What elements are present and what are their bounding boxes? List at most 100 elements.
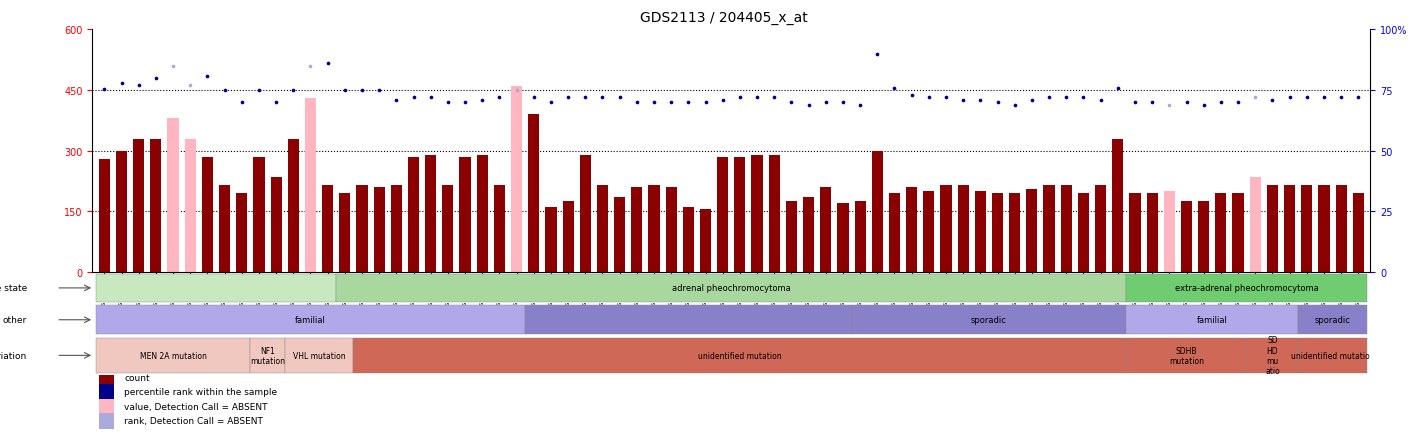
Bar xyxy=(356,186,368,273)
Bar xyxy=(288,139,298,273)
Bar xyxy=(974,192,985,273)
Bar xyxy=(1061,186,1072,273)
Bar xyxy=(95,338,250,373)
Bar xyxy=(525,306,852,334)
Point xyxy=(1244,95,1267,102)
Point xyxy=(1329,95,1352,102)
Point xyxy=(402,95,425,102)
Bar xyxy=(460,158,470,273)
Point xyxy=(797,102,819,109)
Bar xyxy=(511,87,523,273)
Point xyxy=(283,87,305,94)
Bar xyxy=(906,187,917,273)
Point xyxy=(230,99,253,106)
Point xyxy=(385,97,408,104)
Bar xyxy=(717,158,728,273)
Bar xyxy=(785,202,797,273)
Point xyxy=(162,63,185,70)
Text: percentile rank within the sample: percentile rank within the sample xyxy=(125,388,277,397)
Point xyxy=(111,80,133,87)
Bar xyxy=(1044,186,1055,273)
Point xyxy=(1261,97,1284,104)
Point xyxy=(968,97,991,104)
Point xyxy=(419,95,442,102)
Point xyxy=(334,87,356,94)
Point xyxy=(213,87,236,94)
Point xyxy=(643,99,666,106)
Point xyxy=(985,99,1008,106)
Bar xyxy=(1216,194,1227,273)
Point xyxy=(1176,99,1198,106)
Point xyxy=(1157,102,1180,109)
Point xyxy=(591,95,613,102)
Point xyxy=(1089,97,1112,104)
Bar xyxy=(1126,338,1247,373)
Bar xyxy=(528,115,540,273)
Text: extra-adrenal pheochromocytoma: extra-adrenal pheochromocytoma xyxy=(1174,284,1319,293)
Text: disease state: disease state xyxy=(0,284,27,293)
Bar xyxy=(116,151,126,273)
Point xyxy=(728,95,751,102)
Bar xyxy=(821,187,831,273)
Text: MEN 2A mutation: MEN 2A mutation xyxy=(139,351,206,360)
Bar xyxy=(494,186,506,273)
Point xyxy=(1140,99,1163,106)
Bar xyxy=(1146,194,1157,273)
Bar xyxy=(993,194,1003,273)
Bar xyxy=(872,151,883,273)
Point xyxy=(677,99,700,106)
Bar xyxy=(99,385,114,400)
Text: genotype/variation: genotype/variation xyxy=(0,351,27,360)
Point xyxy=(523,95,545,102)
Point xyxy=(179,82,202,89)
Bar xyxy=(99,399,114,414)
Bar xyxy=(940,186,951,273)
Bar xyxy=(1301,186,1312,273)
Point xyxy=(608,95,630,102)
Bar xyxy=(425,155,436,273)
Bar xyxy=(1126,306,1298,334)
Bar xyxy=(477,155,488,273)
Bar xyxy=(373,187,385,273)
Text: unidentified mutation: unidentified mutation xyxy=(1291,351,1375,360)
Point xyxy=(900,92,923,99)
Bar xyxy=(579,155,591,273)
Point xyxy=(506,87,528,94)
Bar xyxy=(700,210,711,273)
Bar xyxy=(1247,338,1298,373)
Bar xyxy=(683,208,694,273)
Point xyxy=(1312,95,1335,102)
Bar xyxy=(1078,194,1089,273)
Point xyxy=(849,102,872,109)
Bar xyxy=(1336,186,1346,273)
Bar xyxy=(1250,178,1261,273)
Bar xyxy=(804,198,814,273)
Bar xyxy=(649,186,659,273)
Bar xyxy=(168,119,179,273)
Point xyxy=(1278,95,1301,102)
Bar xyxy=(666,187,677,273)
Bar xyxy=(442,186,453,273)
Bar xyxy=(957,186,968,273)
Bar xyxy=(923,192,934,273)
Point xyxy=(300,63,322,70)
Bar xyxy=(1267,186,1278,273)
Bar xyxy=(751,155,763,273)
Point xyxy=(1210,99,1233,106)
Bar xyxy=(250,338,284,373)
Point xyxy=(1348,95,1370,102)
Bar xyxy=(1129,194,1140,273)
Bar xyxy=(562,202,574,273)
Text: NF1
mutation: NF1 mutation xyxy=(250,346,285,365)
Point xyxy=(815,99,838,106)
Text: other: other xyxy=(3,316,27,325)
Point xyxy=(917,95,940,102)
Text: familial: familial xyxy=(1197,316,1228,325)
Point xyxy=(453,99,476,106)
Point xyxy=(196,73,219,80)
Bar xyxy=(185,139,196,273)
Bar xyxy=(596,186,608,273)
Point xyxy=(368,87,391,94)
Bar xyxy=(1112,139,1123,273)
Point xyxy=(128,82,151,89)
